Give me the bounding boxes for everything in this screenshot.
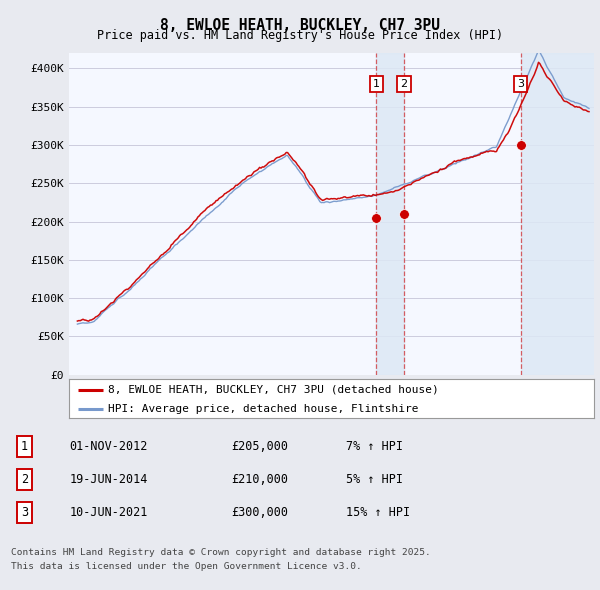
Text: 8, EWLOE HEATH, BUCKLEY, CH7 3PU: 8, EWLOE HEATH, BUCKLEY, CH7 3PU xyxy=(160,18,440,32)
Text: 01-NOV-2012: 01-NOV-2012 xyxy=(70,440,148,453)
Text: 5% ↑ HPI: 5% ↑ HPI xyxy=(346,473,403,486)
Text: 15% ↑ HPI: 15% ↑ HPI xyxy=(346,506,410,519)
Text: 8, EWLOE HEATH, BUCKLEY, CH7 3PU (detached house): 8, EWLOE HEATH, BUCKLEY, CH7 3PU (detach… xyxy=(109,385,439,395)
Text: Price paid vs. HM Land Registry's House Price Index (HPI): Price paid vs. HM Land Registry's House … xyxy=(97,30,503,42)
Text: 1: 1 xyxy=(21,440,28,453)
Bar xyxy=(521,53,600,375)
Text: Contains HM Land Registry data © Crown copyright and database right 2025.: Contains HM Land Registry data © Crown c… xyxy=(11,548,431,556)
Text: 19-JUN-2014: 19-JUN-2014 xyxy=(70,473,148,486)
Text: HPI: Average price, detached house, Flintshire: HPI: Average price, detached house, Flin… xyxy=(109,404,419,414)
Text: £205,000: £205,000 xyxy=(231,440,288,453)
Text: 7% ↑ HPI: 7% ↑ HPI xyxy=(346,440,403,453)
Text: This data is licensed under the Open Government Licence v3.0.: This data is licensed under the Open Gov… xyxy=(11,562,362,571)
Bar xyxy=(376,53,404,375)
Text: 2: 2 xyxy=(21,473,28,486)
Text: 3: 3 xyxy=(517,78,524,88)
Text: 10-JUN-2021: 10-JUN-2021 xyxy=(70,506,148,519)
Text: 3: 3 xyxy=(21,506,28,519)
Text: 1: 1 xyxy=(373,78,380,88)
Text: 2: 2 xyxy=(400,78,407,88)
Text: £210,000: £210,000 xyxy=(231,473,288,486)
Text: £300,000: £300,000 xyxy=(231,506,288,519)
